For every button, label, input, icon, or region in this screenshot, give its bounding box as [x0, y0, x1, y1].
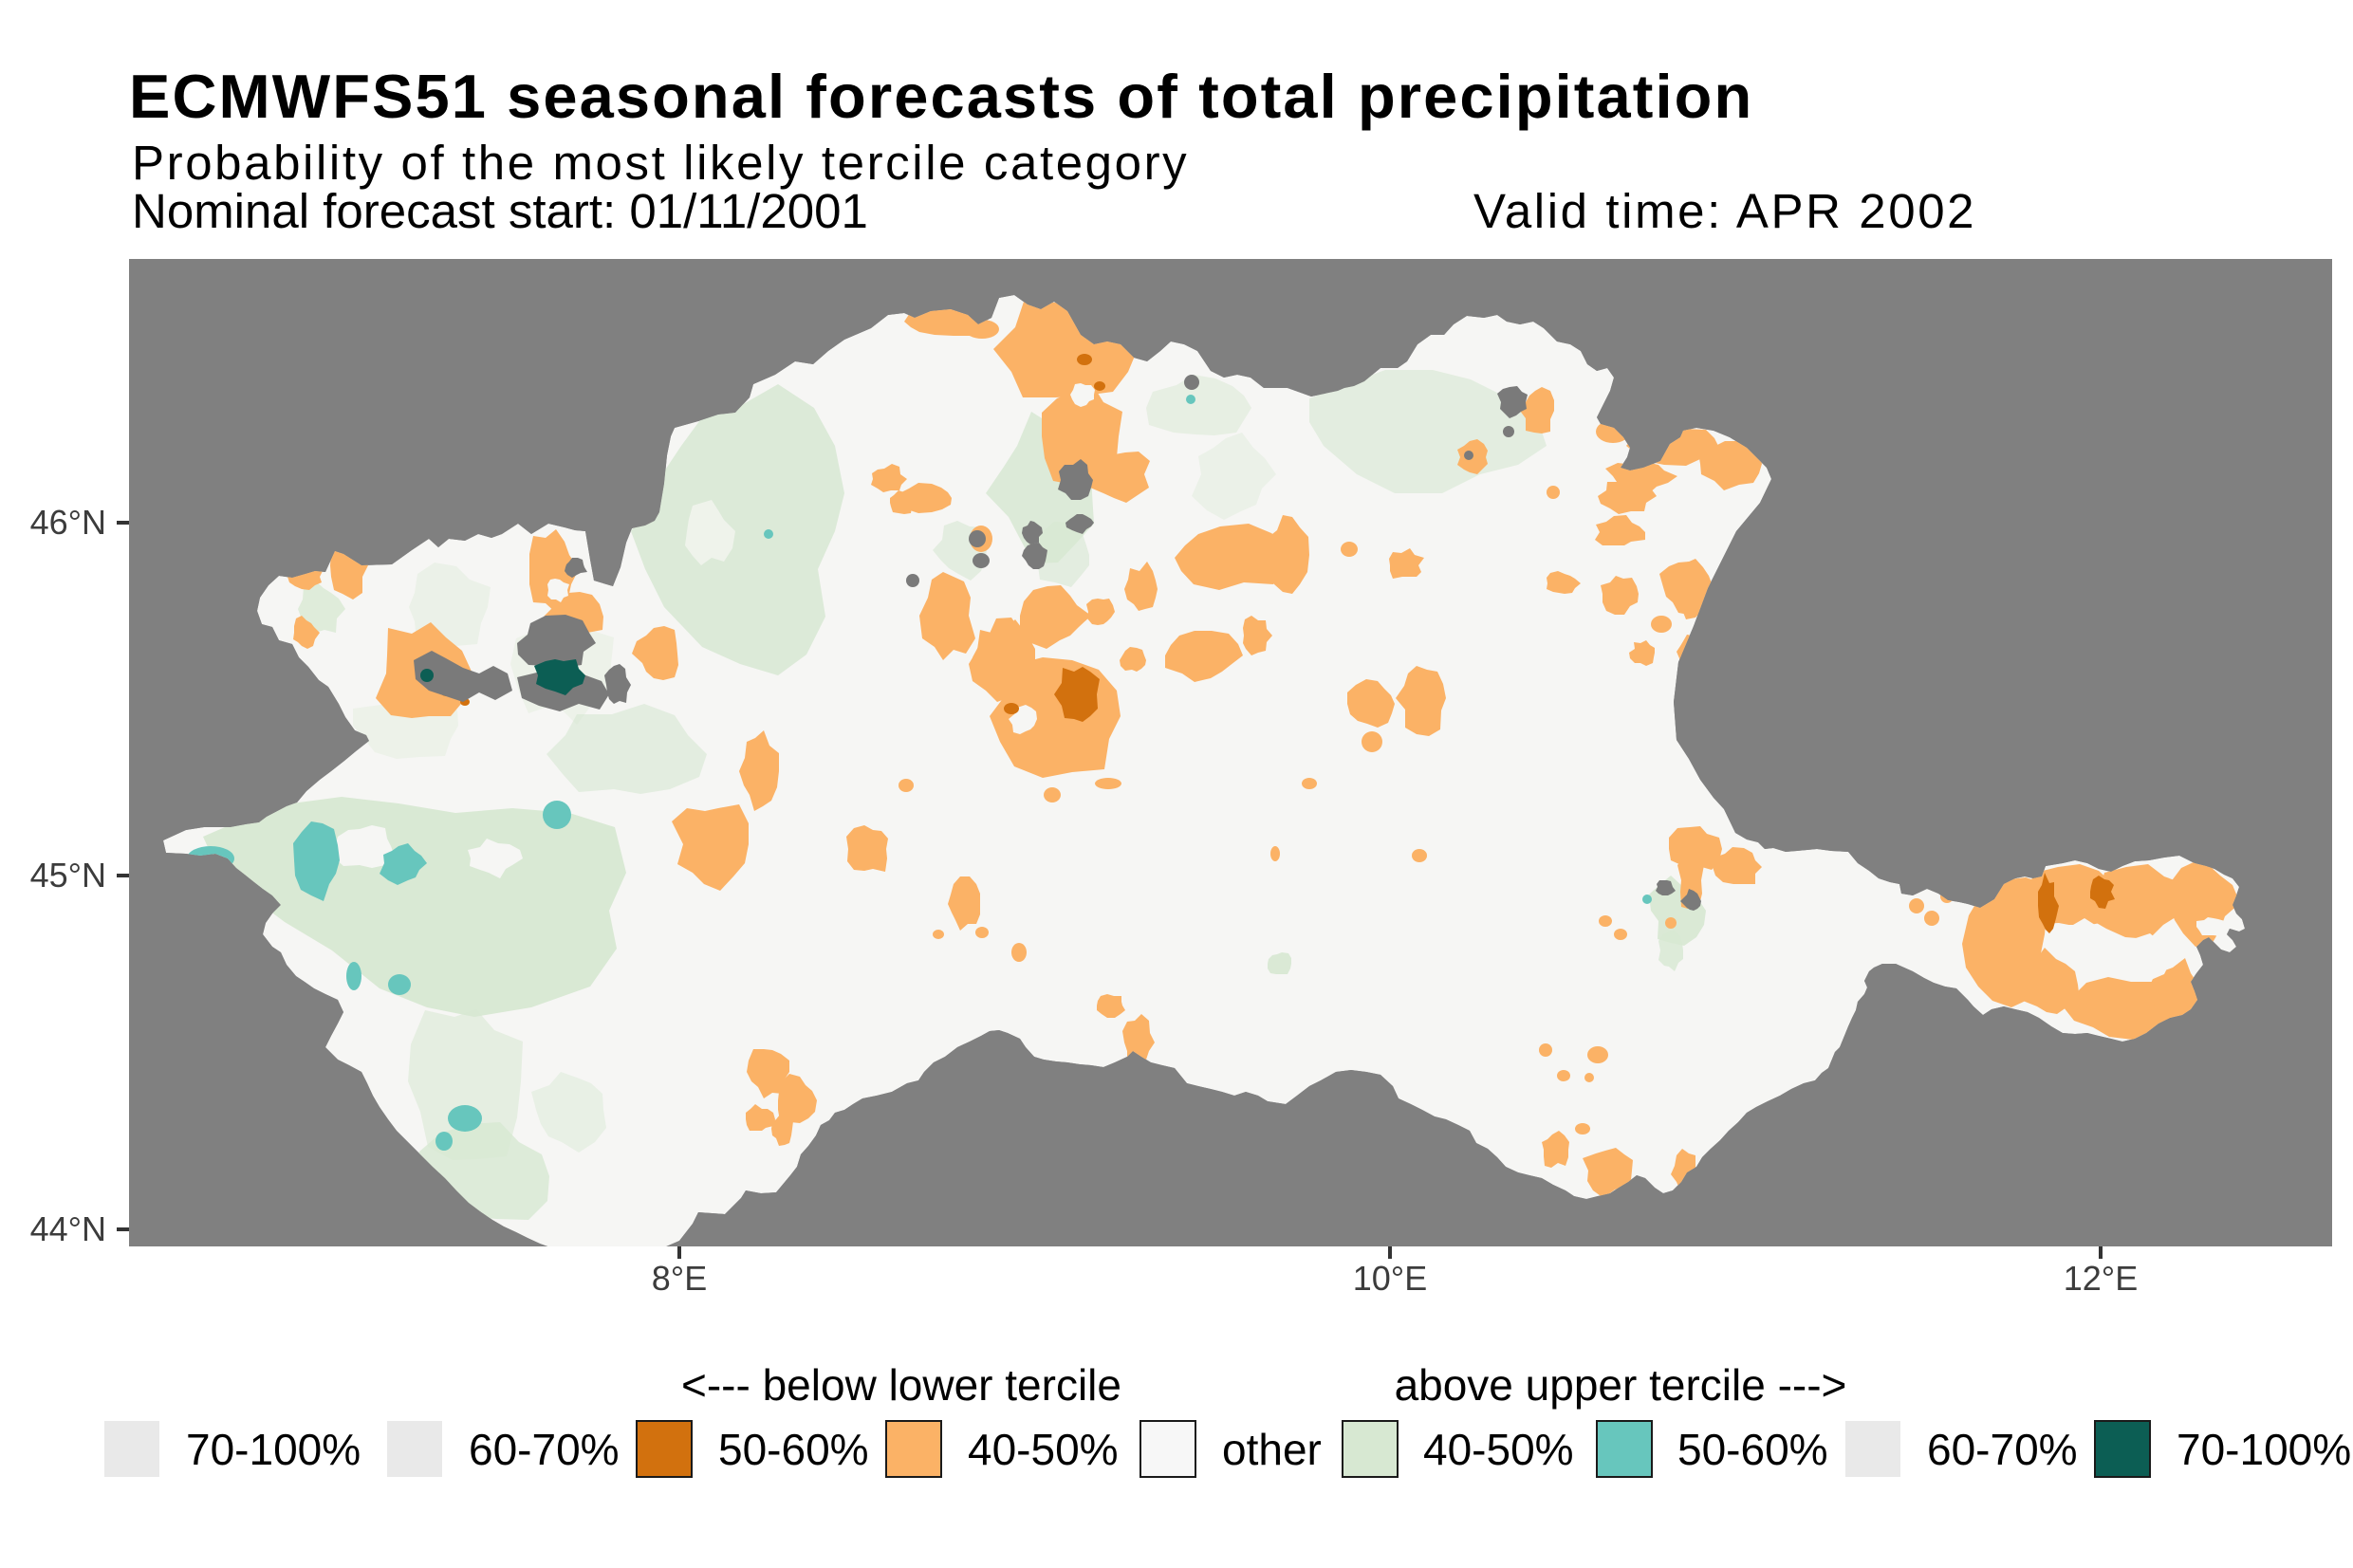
- svg-text:60-70%: 60-70%: [469, 1425, 620, 1474]
- svg-text:40-50%: 40-50%: [1423, 1425, 1574, 1474]
- svg-text:8°E: 8°E: [652, 1259, 707, 1298]
- svg-text:Nominal forecast start: 01/11/: Nominal forecast start: 01/11/2001: [132, 184, 868, 238]
- svg-text:10°E: 10°E: [1353, 1259, 1427, 1298]
- svg-text:50-60%: 50-60%: [1677, 1425, 1828, 1474]
- svg-text:46°N: 46°N: [30, 503, 106, 542]
- svg-text:Probability of the most likely: Probability of the most likely tercile c…: [132, 136, 1189, 190]
- svg-text:Valid time: APR 2002: Valid time: APR 2002: [1473, 184, 1976, 238]
- svg-text:40-50%: 40-50%: [968, 1425, 1119, 1474]
- svg-text:ECMWFS51 seasonal forecasts of: ECMWFS51 seasonal forecasts of total pre…: [129, 62, 1753, 131]
- svg-text:45°N: 45°N: [30, 856, 106, 895]
- svg-text:<--- below lower tercile: <--- below lower tercile: [681, 1360, 1121, 1410]
- svg-text:70-100%: 70-100%: [2177, 1425, 2351, 1474]
- svg-text:70-100%: 70-100%: [186, 1425, 361, 1474]
- svg-text:above upper tercile --->: above upper tercile --->: [1395, 1360, 1847, 1410]
- svg-text:60-70%: 60-70%: [1927, 1425, 2078, 1474]
- svg-text:other: other: [1222, 1425, 1322, 1474]
- svg-text:50-60%: 50-60%: [718, 1425, 869, 1474]
- svg-text:44°N: 44°N: [30, 1209, 106, 1248]
- svg-text:12°E: 12°E: [2064, 1259, 2138, 1298]
